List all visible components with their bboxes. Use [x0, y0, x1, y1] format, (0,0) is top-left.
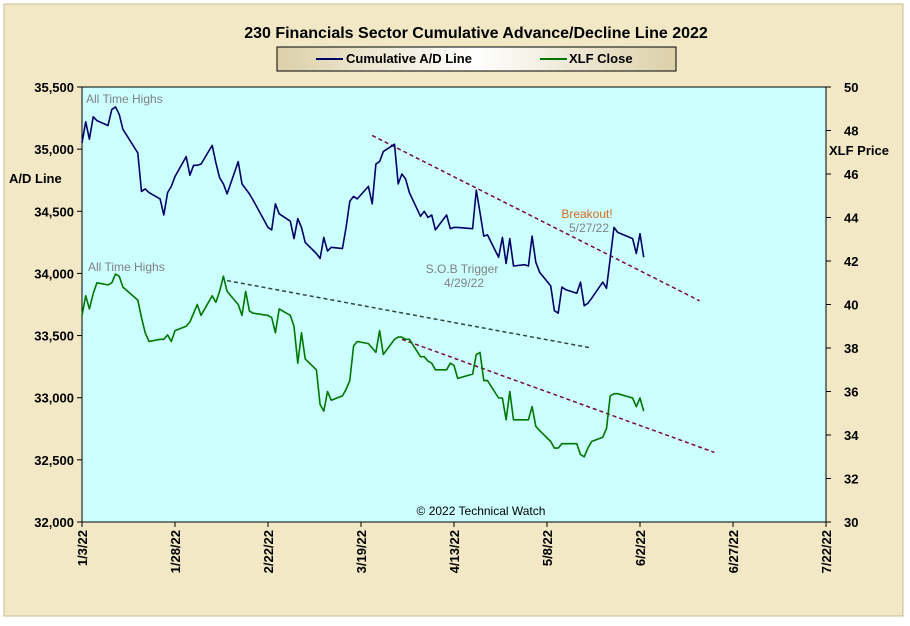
trendline-resistance [371, 134, 700, 302]
right-axis-label: XLF Price [829, 143, 889, 158]
left-tick-label: 33,500 [34, 329, 74, 344]
left-tick-label: 32,000 [34, 515, 74, 530]
right-tick-label: 38 [844, 341, 858, 356]
right-tick-label: 42 [844, 254, 858, 269]
right-tick-label: 44 [844, 211, 859, 226]
x-axis: 1/3/22 1/28/22 2/22/22 3/19/22 4/13/22 5/8/22… [75, 522, 834, 573]
x-tick-label: 7/22/22 [819, 530, 834, 573]
legend-label-xlf: XLF Close [569, 51, 633, 66]
x-tick-label: 2/22/22 [261, 530, 276, 573]
annotation-breakout-label: Breakout! [561, 207, 612, 221]
legend-box [276, 46, 677, 72]
plot-area [81, 86, 827, 523]
right-tick-label: 32 [844, 472, 858, 487]
right-tick-label: 48 [844, 124, 858, 139]
right-tick-label: 40 [844, 298, 858, 313]
trendlines [226, 134, 715, 454]
legend-label-ad-line: Cumulative A/D Line [346, 51, 472, 66]
annotation-xlf-all-time-highs: All Time Highs [88, 260, 165, 274]
trendline-support [401, 338, 715, 454]
copyright-notice: © 2022 Technical Watch [417, 504, 546, 518]
x-tick-label: 1/3/22 [75, 530, 90, 566]
right-tick-label: 34 [844, 428, 859, 443]
annotation-sob-date: 4/29/22 [444, 276, 484, 290]
right-tick-label: 46 [844, 167, 858, 182]
left-tick-label: 34,500 [34, 204, 74, 219]
series-layer [81, 106, 645, 458]
x-tick-label: 6/27/22 [726, 530, 741, 573]
trendline-sob [226, 279, 592, 349]
left-axis-label: A/D Line [9, 171, 62, 186]
legend: Cumulative A/D Line XLF Close [276, 46, 677, 72]
x-tick-label: 6/2/22 [633, 530, 648, 566]
left-tick-label: 34,000 [34, 266, 74, 281]
right-tick-label: 30 [844, 515, 858, 530]
annotation-ad-all-time-highs: All Time Highs [86, 92, 163, 106]
series-line-xlf [81, 273, 645, 458]
left-tick-label: 35,500 [34, 80, 74, 95]
right-axis: 30 32 34 36 38 40 42 44 46 48 50 [826, 80, 859, 530]
x-tick-label: 1/28/22 [168, 530, 183, 573]
left-tick-label: 32,500 [34, 453, 74, 468]
left-tick-label: 33,000 [34, 391, 74, 406]
x-tick-label: 4/13/22 [447, 530, 462, 573]
right-tick-label: 50 [844, 80, 858, 95]
left-axis: 32,000 32,500 33,000 33,500 34,000 34,500 35,0… [34, 80, 82, 530]
chart-title: 230 Financials Sector Cumulative Advance… [244, 25, 708, 42]
series-line-ad [81, 106, 645, 315]
left-tick-label: 35,000 [34, 142, 74, 157]
x-tick-label: 5/8/22 [540, 530, 555, 566]
annotation-sob-label: S.O.B Trigger [426, 262, 499, 276]
annotation-breakout-date: 5/27/22 [569, 221, 609, 235]
x-tick-label: 3/19/22 [354, 530, 369, 573]
right-tick-label: 36 [844, 385, 858, 400]
